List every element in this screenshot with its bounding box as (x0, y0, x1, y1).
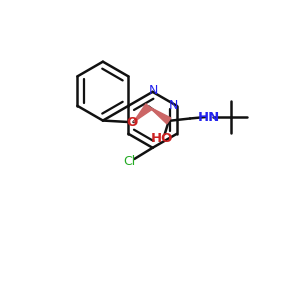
Text: N: N (169, 99, 178, 112)
Text: HN: HN (198, 110, 220, 124)
Text: O: O (126, 116, 137, 128)
Text: N: N (149, 85, 158, 98)
Text: HO: HO (151, 132, 174, 145)
Polygon shape (149, 107, 171, 124)
Polygon shape (134, 104, 152, 122)
Text: Cl: Cl (123, 155, 135, 168)
